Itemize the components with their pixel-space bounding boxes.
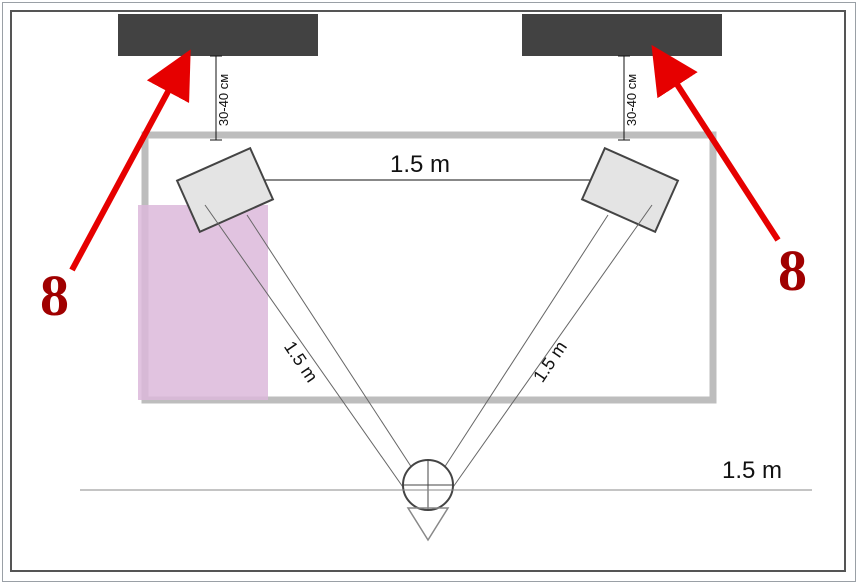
gap-label-left: 30-40 см <box>216 74 231 126</box>
arrow-right <box>658 55 778 240</box>
callout-right: 8 <box>778 238 807 303</box>
diagram-svg: 30-40 см 30-40 см 1.5 m 1.5 m 1.5 m 1.5 … <box>0 0 858 584</box>
panel-left <box>118 14 318 56</box>
panel-right <box>522 14 722 56</box>
top-span-label: 1.5 m <box>390 151 450 178</box>
callout-left: 8 <box>40 263 69 328</box>
triangle-lines <box>205 205 652 490</box>
listener-head <box>403 460 453 540</box>
gap-label-right: 30-40 см <box>624 74 639 126</box>
pink-zone <box>138 205 268 400</box>
floor-label: 1.5 m <box>722 457 782 484</box>
diag-label-left: 1.5 m <box>280 337 322 386</box>
speaker-right <box>582 148 678 232</box>
diag-label-right: 1.5 m <box>529 337 571 386</box>
